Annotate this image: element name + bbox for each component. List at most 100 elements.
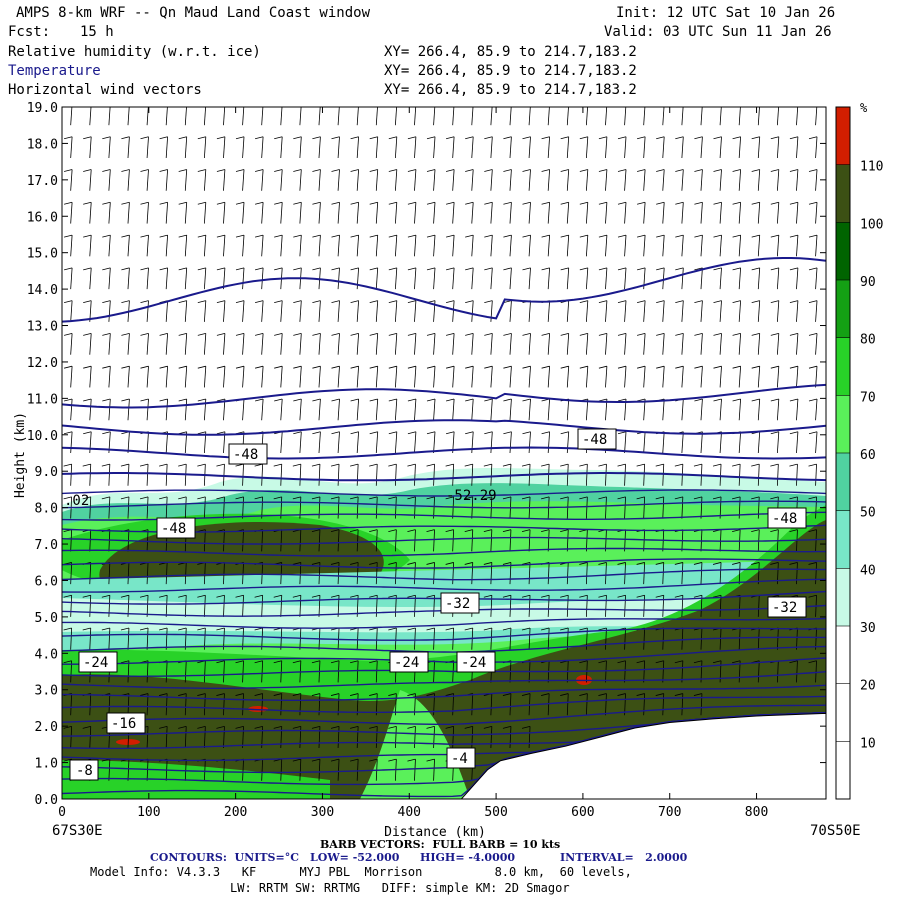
- wind-barb: [414, 107, 417, 126]
- terrain-profile: [460, 712, 826, 799]
- wind-barb: [223, 235, 226, 257]
- wind-barb-flag: [598, 562, 607, 565]
- wind-barb: [223, 660, 225, 683]
- wind-barb: [242, 464, 244, 486]
- y-tick-label: 11.0: [27, 392, 58, 407]
- wind-barb: [356, 136, 360, 159]
- wind-barb-flag: [330, 463, 340, 467]
- wind-barb: [662, 562, 665, 585]
- wind-barb-flag: [292, 496, 301, 500]
- wind-barb: [299, 595, 302, 617]
- wind-barb-flag: [369, 201, 378, 205]
- wind-barb: [89, 267, 92, 290]
- wind-barb: [261, 529, 264, 552]
- wind-barb: [471, 107, 474, 126]
- wind-barb-flag: [503, 365, 512, 369]
- wind-barb-flag: [483, 627, 492, 631]
- wind-barb-flag: [675, 136, 684, 140]
- wind-barb-flag: [331, 201, 340, 205]
- wind-barb-flag: [139, 627, 149, 631]
- wind-barb: [490, 431, 493, 454]
- wind-barb: [547, 595, 550, 617]
- wind-barb: [127, 398, 130, 421]
- y-tick-label: 14.0: [27, 283, 58, 298]
- wind-barb: [184, 333, 188, 355]
- wind-barb: [414, 169, 417, 191]
- wind-barb-flag: [617, 234, 627, 238]
- wind-barb: [776, 136, 780, 159]
- wind-barb: [356, 235, 360, 257]
- wind-barb: [585, 496, 588, 519]
- temperature-contour: [62, 257, 826, 323]
- wind-barb-flag: [159, 496, 168, 500]
- wind-barb-flag: [350, 660, 359, 664]
- wind-barb-flag: [369, 496, 378, 500]
- wind-barb: [242, 202, 245, 224]
- wind-barb: [738, 235, 742, 257]
- wind-barb-flag: [82, 463, 91, 467]
- wind-barb-flag: [407, 201, 417, 205]
- wind-barb-flag: [312, 300, 321, 304]
- wind-barb: [108, 202, 111, 224]
- y-axis: 0.0 1.0 2.0 3.0 4.0 5.0 6.0 7.0 8.0 9.0 10.0 11.0 12…: [27, 101, 826, 808]
- wind-barb: [585, 464, 588, 486]
- wind-barb: [414, 431, 417, 454]
- wind-barb: [242, 267, 245, 290]
- colorbar-label: 90: [860, 275, 876, 290]
- wind-barb-flag: [330, 562, 340, 565]
- wind-barb-flag: [273, 463, 282, 467]
- wind-barb: [375, 202, 379, 224]
- wind-barb-flag: [713, 136, 722, 140]
- temperature-contours: [62, 257, 826, 798]
- wind-barb-flag: [350, 463, 359, 467]
- wind-barb-flag: [178, 693, 187, 696]
- wind-barb: [605, 235, 608, 257]
- wind-barb: [203, 202, 207, 224]
- wind-barb-flag: [293, 169, 302, 172]
- temperature-contour: [62, 704, 826, 725]
- wind-barb-flag: [770, 234, 779, 238]
- wind-barb: [547, 107, 550, 126]
- wind-barb: [757, 169, 761, 191]
- wind-barb-flag: [178, 398, 187, 402]
- wind-barb: [719, 202, 722, 224]
- wind-barb-flag: [63, 496, 72, 500]
- wind-barb-flag: [369, 529, 378, 533]
- wind-barb-flag: [330, 725, 340, 729]
- wind-barb: [337, 107, 340, 126]
- wind-barb-flag: [751, 333, 760, 336]
- wind-barb-flag: [522, 398, 531, 402]
- wind-barb: [127, 333, 130, 355]
- wind-barb-flag: [369, 594, 378, 598]
- wind-barb-flag: [292, 463, 301, 467]
- wind-barb-flag: [235, 496, 244, 500]
- wind-barb-flag: [236, 104, 244, 106]
- wind-barb: [757, 464, 760, 486]
- wind-barb: [433, 333, 436, 355]
- temperature-contour: [62, 627, 826, 641]
- wind-barb: [528, 529, 531, 552]
- wind-barb: [299, 431, 302, 454]
- wind-barb-flag: [217, 104, 225, 106]
- wind-barb-flag: [197, 431, 206, 435]
- wind-barb-flag: [541, 267, 550, 271]
- wind-barb-flag: [311, 660, 321, 664]
- wind-barb: [757, 107, 760, 126]
- wind-barb-flag: [197, 496, 206, 500]
- wind-barb: [738, 431, 742, 454]
- wind-barb-flag: [102, 333, 111, 336]
- wind-barb-flag: [770, 300, 779, 304]
- wind-barb: [433, 169, 436, 191]
- wind-barb-flag: [464, 463, 473, 467]
- wind-barb-flag: [617, 594, 626, 598]
- wind-barb: [375, 562, 378, 585]
- wind-barb: [700, 398, 703, 421]
- wind-barb: [318, 726, 321, 749]
- wind-barb: [165, 169, 169, 191]
- wind-barb: [375, 235, 379, 257]
- wind-barb-flag: [655, 660, 664, 664]
- wind-barb: [394, 333, 398, 355]
- wind-barb-flag: [292, 693, 301, 696]
- wind-barb: [681, 333, 684, 355]
- wind-barb-flag: [369, 463, 378, 467]
